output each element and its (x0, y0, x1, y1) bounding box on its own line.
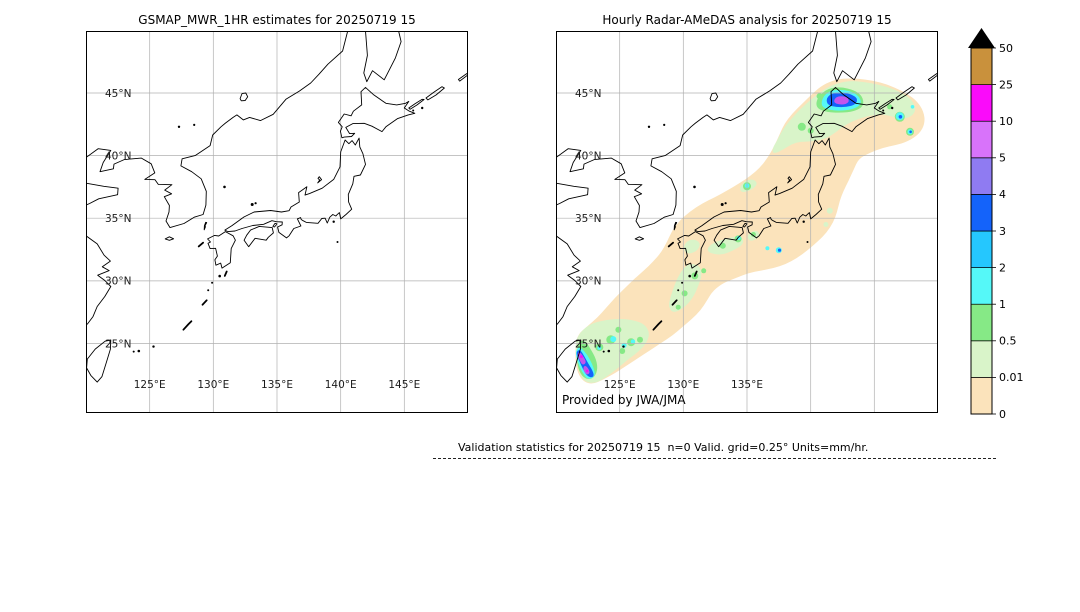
map-frame (86, 31, 468, 413)
svg-text:40°N: 40°N (575, 150, 601, 162)
svg-text:125°E: 125°E (604, 379, 636, 391)
svg-text:0.5: 0.5 (999, 335, 1017, 348)
lon-labels: 125°E 130°E 135°E (604, 379, 763, 391)
colorbar-over-arrow (968, 28, 995, 48)
radar-amedas-map-panel: 45°N 40°N 35°N 30°N 25°N 125°E 130°E 135°E (556, 31, 938, 413)
svg-text:40°N: 40°N (105, 150, 131, 162)
svg-text:30°N: 30°N (105, 276, 131, 288)
svg-text:25°N: 25°N (575, 338, 601, 350)
svg-text:35°N: 35°N (575, 213, 601, 225)
svg-text:25: 25 (999, 78, 1013, 91)
svg-text:3: 3 (999, 225, 1006, 238)
gsmap-map-panel: 45°N 40°N 35°N 30°N 25°N 125°E 130°E 135°E 140°E… (86, 31, 468, 413)
precipitation-colorbar: 0 0.01 0.5 1 2 3 4 5 10 25 50 (968, 28, 1024, 421)
colorbar-tick-labels: 0 0.01 0.5 1 2 3 4 5 10 25 50 (992, 42, 1024, 421)
svg-text:125°E: 125°E (134, 379, 166, 391)
svg-text:130°E: 130°E (667, 379, 699, 391)
svg-text:45°N: 45°N (105, 88, 131, 100)
svg-text:135°E: 135°E (261, 379, 293, 391)
coastlines (86, 31, 468, 383)
svg-text:30°N: 30°N (575, 276, 601, 288)
svg-text:5: 5 (999, 152, 1006, 165)
lat-labels: 45°N 40°N 35°N 30°N 25°N (105, 88, 131, 350)
svg-text:10: 10 (999, 115, 1013, 128)
svg-text:35°N: 35°N (105, 213, 131, 225)
coastlines (556, 31, 938, 383)
svg-text:4: 4 (999, 188, 1006, 201)
svg-text:50: 50 (999, 42, 1013, 55)
svg-text:25°N: 25°N (105, 338, 131, 350)
svg-text:45°N: 45°N (575, 88, 601, 100)
svg-text:135°E: 135°E (731, 379, 763, 391)
colorbar-segments (970, 47, 993, 415)
left-map-title: GSMAP_MWR_1HR estimates for 20250719 15 (138, 13, 416, 27)
svg-text:1: 1 (999, 298, 1006, 311)
right-map-title: Hourly Radar-AMeDAS analysis for 2025071… (602, 13, 892, 27)
validation-statistics-text: Validation statistics for 20250719 15 n=… (433, 441, 996, 459)
svg-text:2: 2 (999, 261, 1006, 274)
svg-text:140°E: 140°E (325, 379, 357, 391)
svg-text:145°E: 145°E (388, 379, 420, 391)
lon-labels: 125°E 130°E 135°E 140°E 145°E (134, 379, 421, 391)
map-frame (556, 31, 938, 413)
lat-labels: 45°N 40°N 35°N 30°N 25°N (575, 88, 601, 350)
svg-text:0: 0 (999, 408, 1006, 421)
jwa-jma-credit: Provided by JWA/JMA (562, 393, 686, 407)
svg-text:130°E: 130°E (197, 379, 229, 391)
svg-text:0.01: 0.01 (999, 371, 1024, 384)
grid-lines (556, 31, 938, 413)
